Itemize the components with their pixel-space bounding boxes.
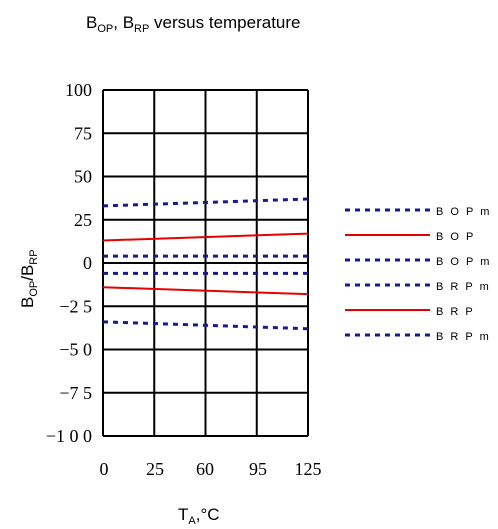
x-tick-labels: 0 25 60 95 125 [100, 459, 322, 479]
y-tick-label: 75 [74, 123, 92, 143]
legend-label: B O P [436, 231, 475, 243]
x-axis-label: TA,°C [178, 505, 220, 527]
y-tick-label: 100 [65, 80, 92, 100]
legend-label: B R P m [436, 331, 491, 343]
x-tick-label: 0 [100, 459, 109, 479]
plot-grid [102, 89, 309, 437]
legend-label: B R P [436, 306, 475, 318]
y-tick-label: −7 5 [59, 383, 92, 403]
chart-title: BOP, BRP versus temperature [86, 13, 301, 35]
y-axis-label: BOP/BRP [18, 249, 40, 308]
legend-label: B O P m [436, 206, 491, 218]
legend-label: B R P m [436, 281, 491, 293]
x-tick-label: 95 [249, 459, 267, 479]
y-tick-label: −5 0 [59, 340, 92, 360]
series-lines [102, 197, 309, 331]
x-tick-label: 25 [146, 459, 164, 479]
legend-label: B O P m [436, 256, 491, 268]
y-tick-label: −1 0 0 [46, 426, 92, 446]
series-line [102, 286, 309, 296]
legend: B O P m B O P B O P m B R P m B R P B R P m [345, 206, 491, 343]
y-tick-label: 50 [74, 167, 92, 187]
x-tick-label: 60 [196, 459, 214, 479]
y-tick-label: −2 5 [59, 296, 92, 316]
series-line [102, 197, 309, 208]
y-tick-label: 25 [74, 210, 92, 230]
y-tick-label: 0 [83, 253, 92, 273]
x-tick-label: 125 [295, 459, 322, 479]
series-line [102, 320, 309, 331]
series-line [102, 232, 309, 242]
y-tick-labels: 100 75 50 25 0 −2 5 −5 0 −7 5 −1 0 0 [46, 80, 92, 446]
